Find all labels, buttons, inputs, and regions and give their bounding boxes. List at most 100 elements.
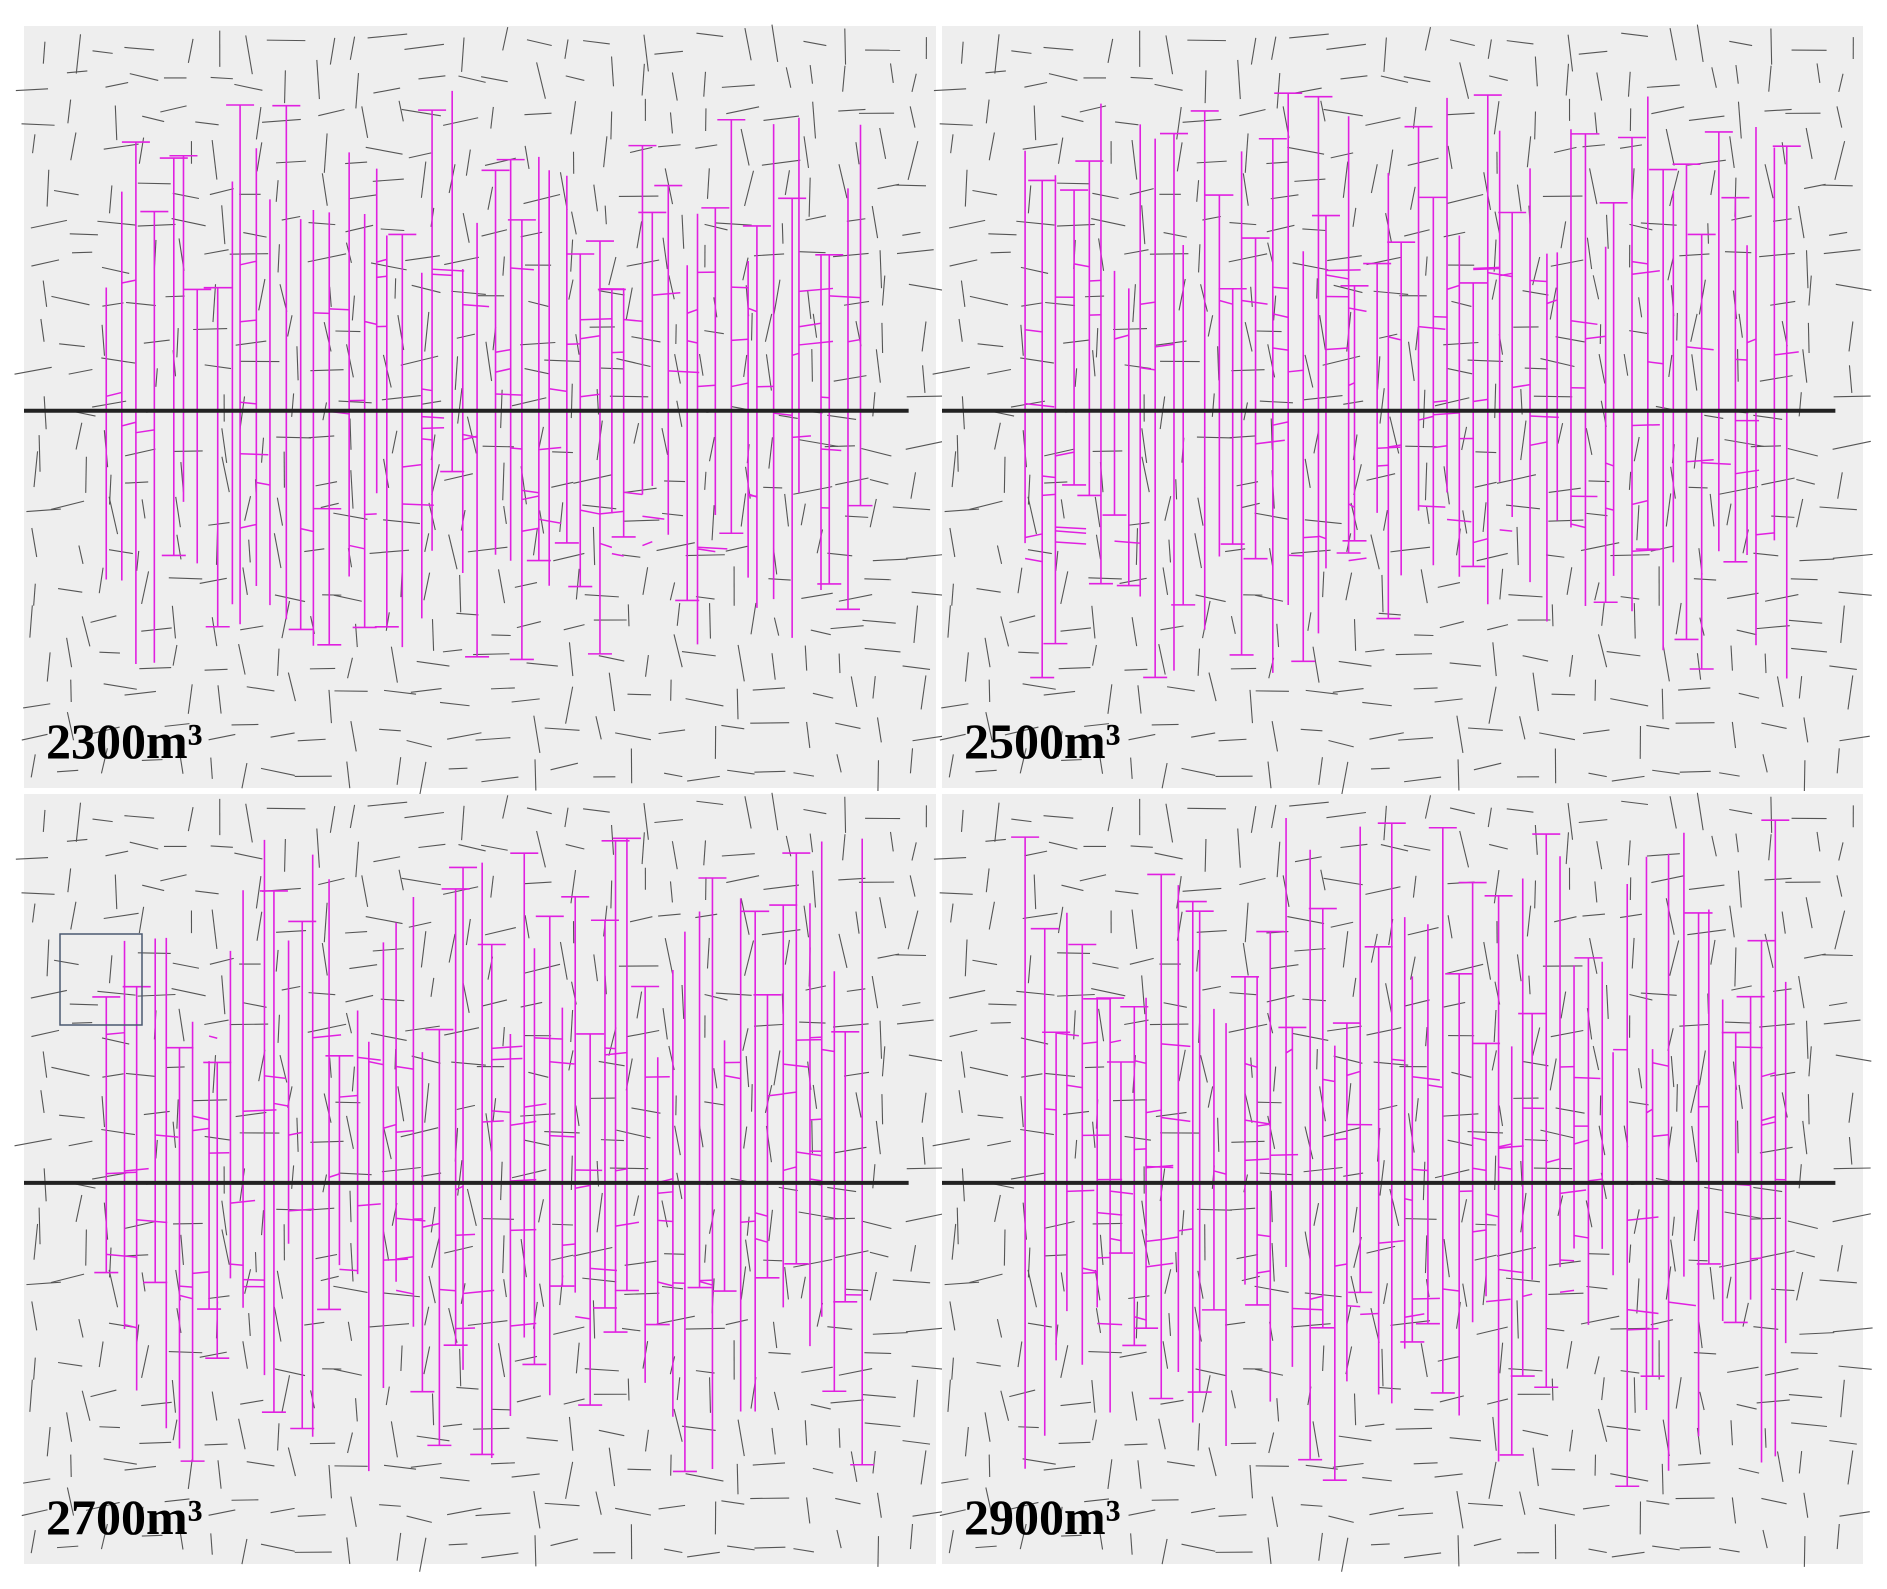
natural-fracture bbox=[92, 818, 113, 823]
natural-fracture bbox=[737, 644, 745, 682]
panel-background bbox=[24, 794, 936, 1564]
natural-fracture bbox=[141, 499, 146, 519]
fracture-connector bbox=[549, 1134, 575, 1138]
natural-fracture bbox=[346, 1537, 351, 1565]
natural-fracture bbox=[57, 1361, 83, 1367]
natural-fracture bbox=[1369, 1507, 1404, 1516]
panel: 2700m³ bbox=[14, 792, 946, 1572]
natural-fracture bbox=[1488, 686, 1497, 724]
natural-fracture bbox=[1798, 975, 1805, 1009]
natural-fracture bbox=[101, 324, 106, 356]
natural-fracture bbox=[1837, 472, 1843, 499]
natural-fracture bbox=[1154, 852, 1183, 860]
natural-fracture bbox=[1709, 1266, 1715, 1300]
natural-fracture bbox=[1532, 1027, 1541, 1056]
fracture-connector bbox=[1631, 548, 1660, 553]
natural-fracture bbox=[685, 1327, 725, 1330]
natural-fracture bbox=[939, 892, 973, 895]
natural-fracture bbox=[204, 1019, 229, 1026]
fracture-connector bbox=[1055, 530, 1087, 535]
fracture-connector bbox=[829, 295, 861, 299]
natural-fracture bbox=[482, 1218, 514, 1220]
natural-fracture bbox=[573, 1246, 613, 1257]
natural-fracture bbox=[1759, 252, 1795, 258]
natural-fracture bbox=[1526, 136, 1532, 168]
natural-fracture bbox=[240, 1399, 264, 1405]
natural-fracture bbox=[1236, 1253, 1259, 1260]
natural-fracture bbox=[1407, 1113, 1415, 1153]
natural-fracture bbox=[1124, 668, 1148, 671]
fracture-connector bbox=[1559, 1259, 1575, 1262]
natural-fracture bbox=[764, 1084, 773, 1114]
natural-fracture bbox=[346, 1115, 354, 1149]
natural-fracture bbox=[1434, 698, 1463, 703]
natural-fracture bbox=[491, 1408, 511, 1411]
natural-fracture bbox=[431, 1393, 435, 1426]
fracture-connector bbox=[339, 1094, 358, 1098]
natural-fracture bbox=[1137, 685, 1142, 714]
natural-fracture bbox=[1729, 40, 1753, 47]
fracture-connector bbox=[1735, 358, 1748, 361]
natural-fracture bbox=[1633, 436, 1640, 462]
natural-fracture bbox=[1061, 1534, 1082, 1537]
fracture-connector bbox=[1574, 1076, 1601, 1080]
natural-fracture bbox=[75, 422, 83, 450]
natural-fracture bbox=[922, 365, 926, 393]
natural-fracture bbox=[907, 910, 919, 950]
natural-fracture bbox=[1803, 760, 1806, 792]
natural-fracture bbox=[1135, 528, 1139, 565]
natural-fracture bbox=[1271, 721, 1279, 752]
natural-fracture bbox=[838, 164, 848, 199]
natural-fracture bbox=[345, 224, 374, 233]
natural-fracture bbox=[1610, 698, 1649, 707]
natural-fracture bbox=[592, 1300, 596, 1339]
natural-fracture bbox=[430, 1206, 436, 1233]
natural-fracture bbox=[740, 1266, 747, 1300]
natural-fracture bbox=[871, 975, 879, 1009]
natural-fracture bbox=[484, 927, 516, 936]
natural-fracture bbox=[592, 526, 596, 566]
fracture-connector bbox=[791, 352, 800, 357]
natural-fracture bbox=[656, 1315, 695, 1325]
natural-fracture bbox=[15, 88, 49, 92]
natural-fracture bbox=[424, 311, 430, 352]
natural-fracture bbox=[1362, 1477, 1392, 1482]
natural-fracture bbox=[1088, 1351, 1122, 1354]
natural-fracture bbox=[793, 772, 815, 777]
fracture-connector bbox=[1570, 523, 1586, 529]
natural-fracture bbox=[939, 123, 973, 126]
fracture-connector bbox=[396, 1217, 426, 1222]
natural-fracture bbox=[497, 1343, 506, 1378]
fracture-connector bbox=[1388, 336, 1402, 341]
natural-fracture bbox=[1131, 909, 1138, 950]
natural-fracture bbox=[571, 211, 577, 235]
natural-fracture bbox=[524, 112, 552, 116]
natural-fracture bbox=[1304, 519, 1342, 525]
fracture-connector bbox=[439, 1288, 456, 1292]
natural-fracture bbox=[1294, 178, 1326, 182]
fracture-connector bbox=[1145, 1262, 1174, 1268]
natural-fracture bbox=[345, 930, 368, 934]
natural-fracture bbox=[674, 1125, 681, 1156]
natural-fracture bbox=[1044, 1220, 1075, 1229]
natural-fracture bbox=[1241, 502, 1260, 509]
natural-fracture bbox=[456, 333, 476, 339]
fracture-connector bbox=[697, 384, 716, 388]
natural-fracture bbox=[1244, 322, 1253, 352]
natural-fracture bbox=[876, 717, 882, 743]
natural-fracture bbox=[661, 512, 684, 517]
natural-fracture bbox=[805, 215, 827, 221]
natural-fracture bbox=[804, 645, 808, 671]
fracture-connector bbox=[599, 542, 613, 549]
natural-fracture bbox=[1524, 367, 1548, 370]
natural-fracture bbox=[1017, 567, 1023, 594]
natural-fracture bbox=[1678, 1462, 1711, 1466]
natural-fracture bbox=[644, 1429, 649, 1452]
natural-fracture bbox=[66, 711, 75, 741]
natural-fracture bbox=[842, 834, 846, 861]
natural-fracture bbox=[1191, 732, 1216, 738]
natural-fracture bbox=[318, 108, 345, 117]
natural-fracture bbox=[490, 875, 494, 898]
natural-fracture bbox=[369, 1323, 410, 1328]
natural-fracture bbox=[808, 177, 811, 217]
